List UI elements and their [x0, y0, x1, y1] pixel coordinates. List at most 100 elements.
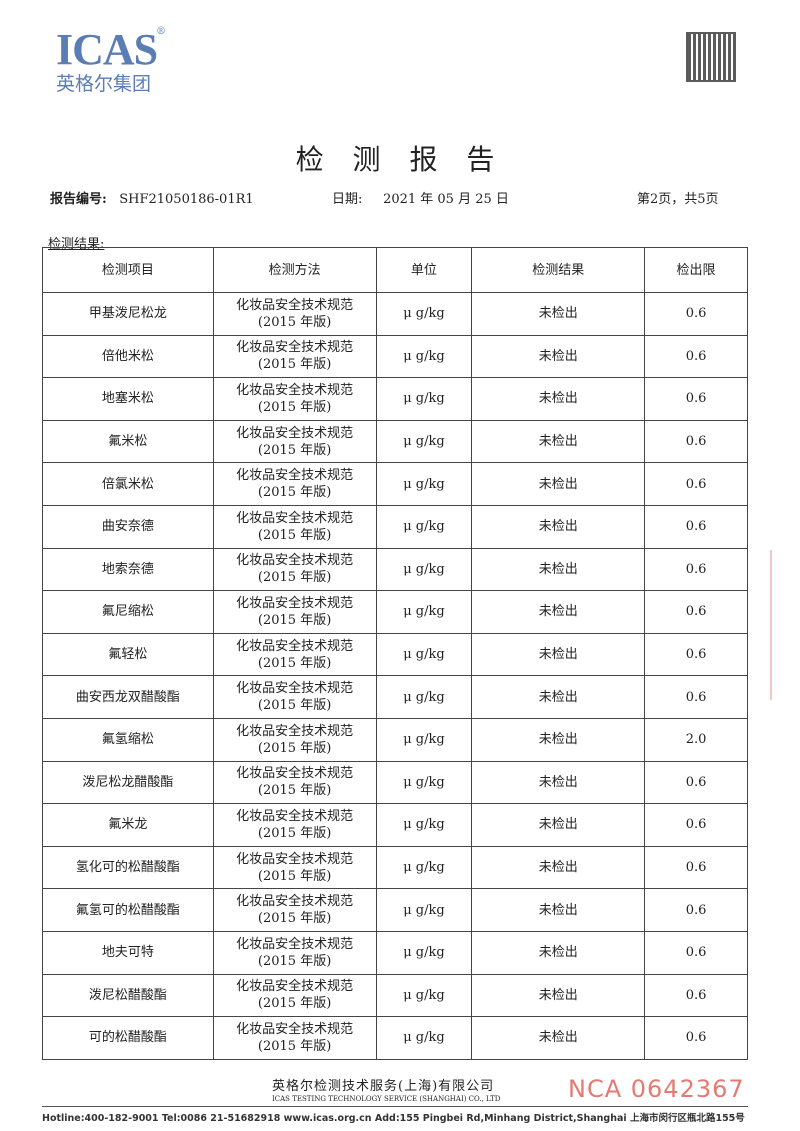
- detection-limit: 0.6: [685, 348, 707, 364]
- table-row: 氟氢可的松醋酸酯 化妆品安全技术规范 (2015 年版) μ g/kg 未检出 0.6: [42, 888, 748, 932]
- table-cell: 倍他米松: [42, 334, 214, 379]
- table-cell: 0.6: [644, 675, 748, 719]
- table-cell: μ g/kg: [375, 419, 473, 464]
- table-cell: 未检出: [471, 845, 646, 890]
- company-cn: 英格尔检测技术服务(上海)有限公司: [272, 1079, 495, 1094]
- contact-info: Hotline:400-182-9001 Tel:0086 21-5168291…: [42, 1113, 745, 1124]
- table-cell: 化妆品安全技术规范 (2015 年版): [212, 930, 377, 975]
- result: 未检出: [538, 348, 578, 364]
- column-header: 检出限: [644, 247, 748, 293]
- result: 未检出: [538, 774, 578, 790]
- test-item: 地夫可特: [101, 945, 154, 961]
- test-item: 曲安奈德: [101, 519, 154, 535]
- method-edition: (2015 年版): [257, 399, 332, 415]
- table-row: 地夫可特 化妆品安全技术规范 (2015 年版) μ g/kg 未检出 0.6: [42, 930, 748, 975]
- table-cell: 化妆品安全技术规范 (2015 年版): [212, 675, 377, 719]
- test-item: 氟米龙: [108, 817, 148, 833]
- column-header: 检测方法: [212, 247, 377, 293]
- result: 未检出: [538, 434, 578, 450]
- unit: μ g/kg: [403, 391, 445, 407]
- divider: [42, 1106, 748, 1107]
- result: 未检出: [538, 391, 578, 407]
- test-item: 可的松醋酸酯: [88, 1030, 167, 1046]
- table-cell: 0.6: [644, 590, 748, 634]
- table-cell: 0.6: [644, 632, 748, 677]
- table-cell: 化妆品安全技术规范 (2015 年版): [212, 377, 377, 421]
- method: 化妆品安全技术规范: [236, 766, 354, 782]
- table-cell: μ g/kg: [375, 632, 473, 677]
- results-table: 检测项目 检测方法 单位 检测结果 检出限 甲基泼尼松龙 化妆品安全技术规范 (2015 年…: [42, 247, 748, 1060]
- method-edition: (2015 年版): [257, 442, 332, 458]
- table-cell: 化妆品安全技术规范 (2015 年版): [212, 419, 377, 464]
- unit: μ g/kg: [403, 987, 445, 1003]
- test-item: 氟氢缩松: [101, 732, 154, 748]
- table-cell: μ g/kg: [375, 334, 473, 379]
- table-row: 氟轻松 化妆品安全技术规范 (2015 年版) μ g/kg 未检出 0.6: [42, 632, 748, 677]
- result: 未检出: [538, 817, 578, 833]
- table-cell: 氟氢缩松: [42, 717, 214, 762]
- date-value: 2021 年 05 月 25 日: [383, 192, 509, 207]
- method: 化妆品安全技术规范: [236, 1021, 354, 1037]
- logo-text: ICAS: [56, 25, 158, 74]
- table-row: 地索奈德 化妆品安全技术规范 (2015 年版) μ g/kg 未检出 0.6: [42, 547, 748, 592]
- report-no-value: SHF21050186-01R1: [119, 192, 254, 207]
- table-cell: 地塞米松: [42, 377, 214, 421]
- table-cell: μ g/kg: [375, 462, 473, 506]
- detection-limit: 0.6: [685, 306, 707, 322]
- table-cell: 倍氯米松: [42, 462, 214, 506]
- unit: μ g/kg: [403, 689, 445, 705]
- table-cell: 曲安奈德: [42, 504, 214, 549]
- table-row: 曲安奈德 化妆品安全技术规范 (2015 年版) μ g/kg 未检出 0.6: [42, 504, 748, 549]
- method: 化妆品安全技术规范: [236, 723, 354, 739]
- column-header: 单位: [375, 247, 473, 293]
- result: 未检出: [538, 732, 578, 748]
- method: 化妆品安全技术规范: [236, 595, 354, 611]
- result: 未检出: [538, 1030, 578, 1046]
- result: 未检出: [538, 604, 578, 620]
- table-cell: 化妆品安全技术规范 (2015 年版): [212, 717, 377, 762]
- method-edition: (2015 年版): [257, 868, 332, 884]
- table-cell: 0.6: [644, 803, 748, 847]
- test-item: 氟尼缩松: [101, 604, 154, 620]
- logo-cn: 英格尔集团: [56, 73, 152, 95]
- test-item: 氟轻松: [108, 647, 148, 663]
- table-cell: 未检出: [471, 888, 646, 932]
- table-cell: μ g/kg: [375, 717, 473, 762]
- table-cell: μ g/kg: [375, 675, 473, 719]
- table-row: 泼尼松龙醋酸酯 化妆品安全技术规范 (2015 年版) μ g/kg 未检出 0.6: [42, 760, 748, 805]
- unit: μ g/kg: [403, 519, 445, 535]
- table-cell: 未检出: [471, 377, 646, 421]
- method: 化妆品安全技术规范: [236, 425, 354, 441]
- report-date: 日期: 2021 年 05 月 25 日: [332, 188, 509, 207]
- method-edition: (2015 年版): [257, 527, 332, 543]
- method: 化妆品安全技术规范: [236, 297, 354, 313]
- table-cell: 化妆品安全技术规范 (2015 年版): [212, 1016, 377, 1060]
- table-cell: μ g/kg: [375, 760, 473, 805]
- table-cell: 0.6: [644, 504, 748, 549]
- detection-limit: 0.6: [685, 604, 707, 620]
- method: 化妆品安全技术规范: [236, 851, 354, 867]
- table-cell: 化妆品安全技术规范 (2015 年版): [212, 888, 377, 932]
- unit: μ g/kg: [403, 732, 445, 748]
- unit: μ g/kg: [403, 774, 445, 790]
- table-cell: 地索奈德: [42, 547, 214, 592]
- table-cell: μ g/kg: [375, 590, 473, 634]
- method: 化妆品安全技术规范: [236, 553, 354, 569]
- test-item: 氟氢可的松醋酸酯: [75, 902, 180, 918]
- test-item: 地塞米松: [101, 391, 154, 407]
- method: 化妆品安全技术规范: [236, 681, 354, 697]
- qr-code-icon: [686, 32, 736, 82]
- result: 未检出: [538, 902, 578, 918]
- detection-limit: 0.6: [685, 860, 707, 876]
- table-cell: 未检出: [471, 760, 646, 805]
- table-cell: 化妆品安全技术规范 (2015 年版): [212, 845, 377, 890]
- method: 化妆品安全技术规范: [236, 340, 354, 356]
- table-cell: 未检出: [471, 675, 646, 719]
- method: 化妆品安全技术规范: [236, 808, 354, 824]
- table-row: 地塞米松 化妆品安全技术规范 (2015 年版) μ g/kg 未检出 0.6: [42, 377, 748, 421]
- table-cell: 0.6: [644, 760, 748, 805]
- detection-limit: 0.6: [685, 902, 707, 918]
- table-row: 氢化可的松醋酸酯 化妆品安全技术规范 (2015 年版) μ g/kg 未检出 0.6: [42, 845, 748, 890]
- table-cell: 化妆品安全技术规范 (2015 年版): [212, 504, 377, 549]
